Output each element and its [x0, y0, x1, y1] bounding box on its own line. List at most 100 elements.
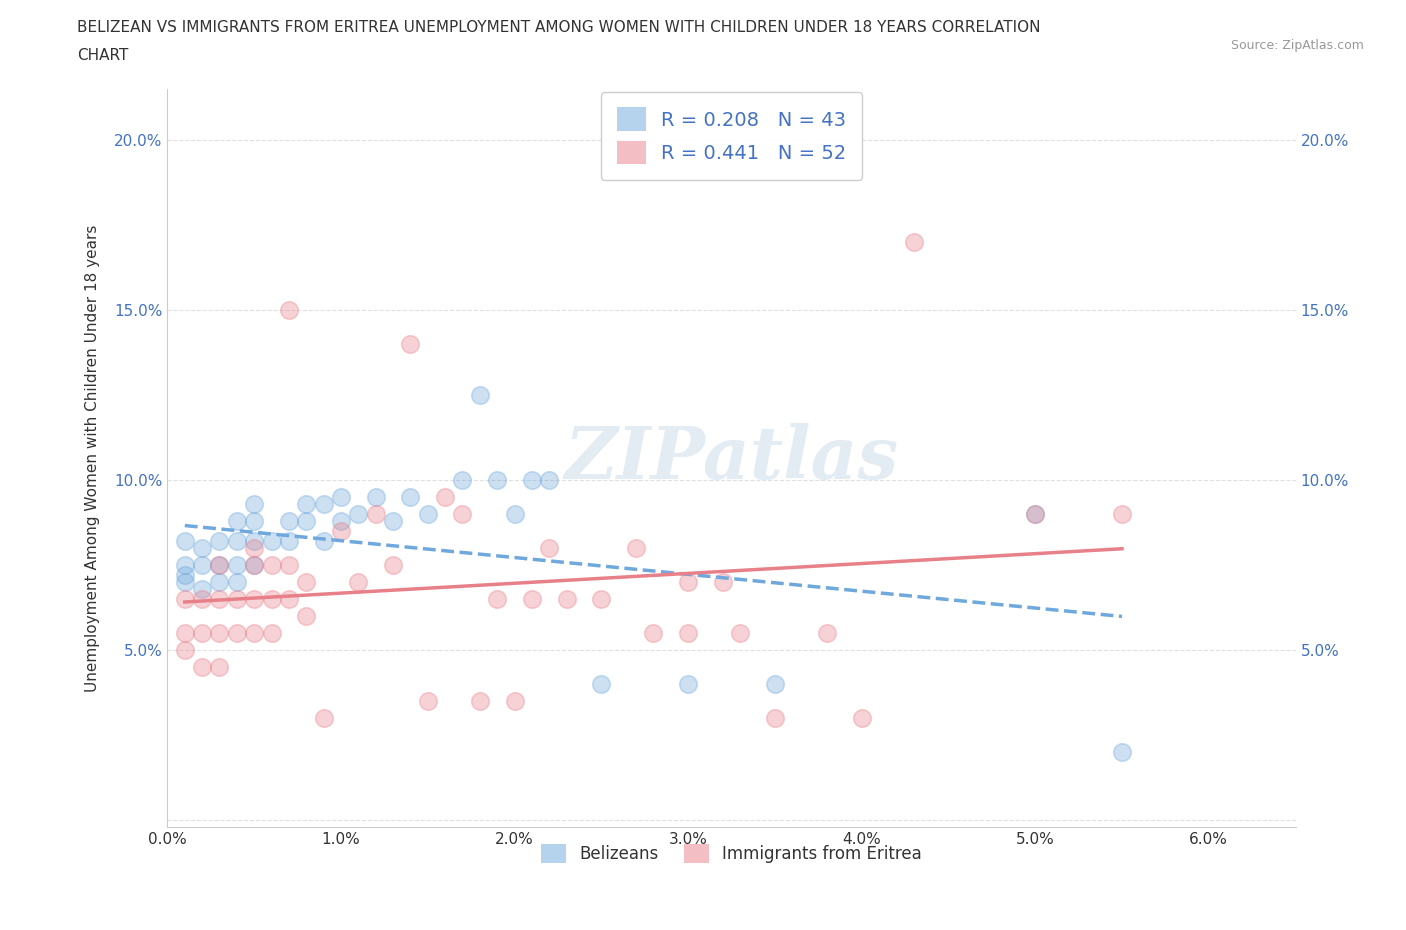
Point — [243, 626, 266, 641]
Point — [208, 534, 231, 549]
Point — [903, 235, 925, 250]
Point — [295, 497, 318, 512]
Point — [591, 676, 613, 691]
Point — [364, 490, 387, 505]
Point — [503, 694, 526, 709]
Text: Source: ZipAtlas.com: Source: ZipAtlas.com — [1230, 39, 1364, 52]
Point — [208, 558, 231, 573]
Point — [295, 575, 318, 590]
Point — [208, 626, 231, 641]
Point — [330, 524, 353, 538]
Point — [208, 575, 231, 590]
Point — [851, 711, 873, 725]
Point — [1024, 507, 1046, 522]
Point — [243, 558, 266, 573]
Point — [208, 659, 231, 674]
Point — [330, 513, 353, 528]
Point — [277, 513, 299, 528]
Point — [364, 507, 387, 522]
Point — [295, 608, 318, 623]
Point — [1024, 507, 1046, 522]
Point — [243, 534, 266, 549]
Text: BELIZEAN VS IMMIGRANTS FROM ERITREA UNEMPLOYMENT AMONG WOMEN WITH CHILDREN UNDER: BELIZEAN VS IMMIGRANTS FROM ERITREA UNEM… — [77, 20, 1040, 35]
Point — [191, 626, 214, 641]
Point — [1111, 745, 1133, 760]
Point — [399, 490, 422, 505]
Point — [815, 626, 838, 641]
Point — [312, 711, 335, 725]
Point — [312, 534, 335, 549]
Point — [173, 568, 195, 583]
Point — [225, 626, 247, 641]
Point — [260, 591, 283, 606]
Point — [191, 659, 214, 674]
Point — [538, 472, 561, 487]
Point — [486, 472, 509, 487]
Point — [676, 575, 699, 590]
Point — [643, 626, 665, 641]
Point — [624, 540, 647, 555]
Point — [225, 534, 247, 549]
Point — [486, 591, 509, 606]
Point — [225, 591, 247, 606]
Point — [277, 558, 299, 573]
Point — [1111, 507, 1133, 522]
Point — [347, 507, 370, 522]
Point — [173, 626, 195, 641]
Point — [468, 388, 491, 403]
Point — [173, 534, 195, 549]
Point — [451, 507, 474, 522]
Point — [260, 534, 283, 549]
Point — [173, 575, 195, 590]
Point — [243, 513, 266, 528]
Point — [520, 591, 543, 606]
Point — [191, 540, 214, 555]
Text: ZIPatlas: ZIPatlas — [564, 422, 898, 494]
Point — [191, 558, 214, 573]
Point — [225, 575, 247, 590]
Point — [208, 591, 231, 606]
Point — [277, 534, 299, 549]
Point — [312, 497, 335, 512]
Point — [243, 497, 266, 512]
Point — [763, 711, 786, 725]
Point — [728, 626, 751, 641]
Point — [416, 507, 439, 522]
Point — [191, 581, 214, 596]
Point — [538, 540, 561, 555]
Point — [225, 513, 247, 528]
Legend: Belizeans, Immigrants from Eritrea: Belizeans, Immigrants from Eritrea — [534, 837, 928, 870]
Point — [382, 513, 405, 528]
Point — [330, 490, 353, 505]
Point — [676, 626, 699, 641]
Point — [260, 626, 283, 641]
Point — [208, 558, 231, 573]
Point — [416, 694, 439, 709]
Y-axis label: Unemployment Among Women with Children Under 18 years: Unemployment Among Women with Children U… — [86, 224, 100, 692]
Point — [243, 540, 266, 555]
Point — [191, 591, 214, 606]
Point — [382, 558, 405, 573]
Point — [347, 575, 370, 590]
Point — [555, 591, 578, 606]
Point — [763, 676, 786, 691]
Point — [243, 558, 266, 573]
Point — [451, 472, 474, 487]
Point — [468, 694, 491, 709]
Text: CHART: CHART — [77, 48, 129, 63]
Point — [277, 303, 299, 318]
Point — [399, 337, 422, 352]
Point — [277, 591, 299, 606]
Point — [295, 513, 318, 528]
Point — [243, 591, 266, 606]
Point — [591, 591, 613, 606]
Point — [173, 643, 195, 658]
Point — [173, 591, 195, 606]
Point — [173, 558, 195, 573]
Point — [676, 676, 699, 691]
Point — [520, 472, 543, 487]
Point — [260, 558, 283, 573]
Point — [434, 490, 457, 505]
Point — [503, 507, 526, 522]
Point — [225, 558, 247, 573]
